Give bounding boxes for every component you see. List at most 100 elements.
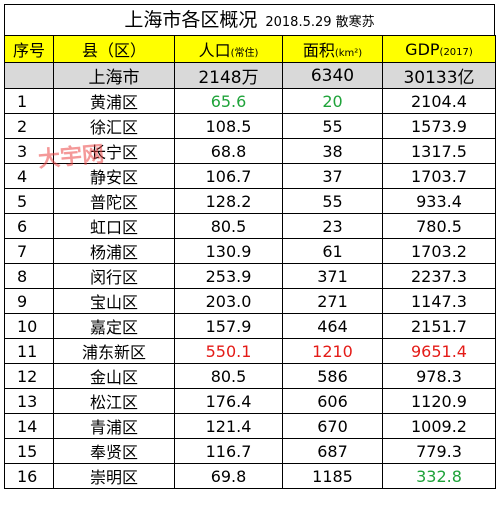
summary-area: 6340 (282, 62, 383, 89)
row-no: 2 (4, 113, 54, 139)
row-area: 1210 (282, 338, 383, 364)
table-row: 11 浦东新区 550.1 1210 9651.4 (4, 338, 496, 364)
row-area: 23 (282, 213, 383, 239)
row-area: 271 (282, 288, 383, 314)
row-area: 586 (282, 363, 383, 389)
row-district-name: 青浦区 (53, 413, 175, 439)
row-district-name: 松江区 (53, 388, 175, 414)
row-gdp: 1147.3 (382, 288, 496, 314)
header-gdp: GDP(2017) (382, 35, 496, 63)
row-gdp: 1317.5 (382, 138, 496, 164)
district-table-container: 上海市各区概况 2018.5.29 散寒苏 序号 县（区） 人口(常住) 面积(k… (4, 4, 496, 489)
row-population: 157.9 (174, 313, 283, 339)
row-district-name: 普陀区 (53, 188, 175, 214)
table-row: 8 闵行区 253.9 371 2237.3 (4, 263, 496, 289)
row-no: 1 (4, 88, 54, 114)
row-area: 55 (282, 188, 383, 214)
table-title: 上海市各区概况 2018.5.29 散寒苏 (4, 4, 495, 35)
row-district-name: 徐汇区 (53, 113, 175, 139)
row-population: 69.8 (174, 463, 283, 489)
summary-name: 上海市 (53, 62, 175, 89)
row-gdp: 2151.7 (382, 313, 496, 339)
row-no: 16 (4, 463, 54, 489)
row-no: 8 (4, 263, 54, 289)
row-gdp: 1120.9 (382, 388, 496, 414)
table-row: 6 虹口区 80.5 23 780.5 (4, 213, 496, 239)
table-row: 3 长宁区 68.8 38 1317.5 (4, 138, 496, 164)
row-population: 550.1 (174, 338, 283, 364)
row-gdp: 780.5 (382, 213, 496, 239)
row-district-name: 崇明区 (53, 463, 175, 489)
row-district-name: 长宁区 (53, 138, 175, 164)
row-district-name: 嘉定区 (53, 313, 175, 339)
row-district-name: 虹口区 (53, 213, 175, 239)
row-no: 15 (4, 438, 54, 464)
row-population: 80.5 (174, 213, 283, 239)
row-no: 3 (4, 138, 54, 164)
table-row: 7 杨浦区 130.9 61 1703.2 (4, 238, 496, 264)
table-row: 10 嘉定区 157.9 464 2151.7 (4, 313, 496, 339)
row-district-name: 黄浦区 (53, 88, 175, 114)
table-row: 14 青浦区 121.4 670 1009.2 (4, 413, 496, 439)
row-area: 464 (282, 313, 383, 339)
table-row: 4 静安区 106.7 37 1703.7 (4, 163, 496, 189)
row-population: 106.7 (174, 163, 283, 189)
header-district: 县（区） (53, 35, 175, 63)
row-area: 687 (282, 438, 383, 464)
row-population: 108.5 (174, 113, 283, 139)
summary-gdp: 30133亿 (382, 62, 496, 89)
row-area: 371 (282, 263, 383, 289)
row-no: 13 (4, 388, 54, 414)
header-population: 人口(常住) (174, 35, 283, 63)
row-no: 9 (4, 288, 54, 314)
row-gdp: 933.4 (382, 188, 496, 214)
table-row: 15 奉贤区 116.7 687 779.3 (4, 438, 496, 464)
row-population: 128.2 (174, 188, 283, 214)
row-district-name: 奉贤区 (53, 438, 175, 464)
title-main: 上海市各区概况 (124, 9, 258, 31)
row-gdp: 779.3 (382, 438, 496, 464)
row-gdp: 1573.9 (382, 113, 496, 139)
header-row: 序号 县（区） 人口(常住) 面积(km²) GDP(2017) (4, 35, 496, 63)
row-area: 38 (282, 138, 383, 164)
row-area: 37 (282, 163, 383, 189)
row-area: 55 (282, 113, 383, 139)
row-population: 121.4 (174, 413, 283, 439)
table-row: 9 宝山区 203.0 271 1147.3 (4, 288, 496, 314)
row-gdp: 978.3 (382, 363, 496, 389)
row-no: 7 (4, 238, 54, 264)
title-subtitle: 2018.5.29 散寒苏 (265, 15, 375, 30)
row-population: 116.7 (174, 438, 283, 464)
header-area-label: 面积 (302, 41, 335, 60)
row-population: 65.6 (174, 88, 283, 114)
header-no: 序号 (4, 35, 54, 63)
header-population-unit: (常住) (230, 48, 259, 59)
row-district-name: 静安区 (53, 163, 175, 189)
row-population: 130.9 (174, 238, 283, 264)
row-no: 6 (4, 213, 54, 239)
row-area: 606 (282, 388, 383, 414)
row-no: 11 (4, 338, 54, 364)
row-gdp: 1009.2 (382, 413, 496, 439)
row-district-name: 金山区 (53, 363, 175, 389)
district-table: 序号 县（区） 人口(常住) 面积(km²) GDP(2017) 上海市 214… (4, 35, 496, 489)
row-gdp: 332.8 (382, 463, 496, 489)
row-district-name: 宝山区 (53, 288, 175, 314)
row-population: 253.9 (174, 263, 283, 289)
table-row: 2 徐汇区 108.5 55 1573.9 (4, 113, 496, 139)
header-area: 面积(km²) (282, 35, 383, 63)
header-gdp-unit: (2017) (439, 46, 473, 58)
summary-no (4, 62, 54, 89)
row-district-name: 杨浦区 (53, 238, 175, 264)
row-population: 80.5 (174, 363, 283, 389)
row-gdp: 2104.4 (382, 88, 496, 114)
table-row: 16 崇明区 69.8 1185 332.8 (4, 463, 496, 489)
row-area: 1185 (282, 463, 383, 489)
row-gdp: 1703.7 (382, 163, 496, 189)
row-no: 5 (4, 188, 54, 214)
table-row: 5 普陀区 128.2 55 933.4 (4, 188, 496, 214)
row-population: 68.8 (174, 138, 283, 164)
row-district-name: 闵行区 (53, 263, 175, 289)
row-district-name: 浦东新区 (53, 338, 175, 364)
header-gdp-label: GDP (405, 39, 440, 59)
